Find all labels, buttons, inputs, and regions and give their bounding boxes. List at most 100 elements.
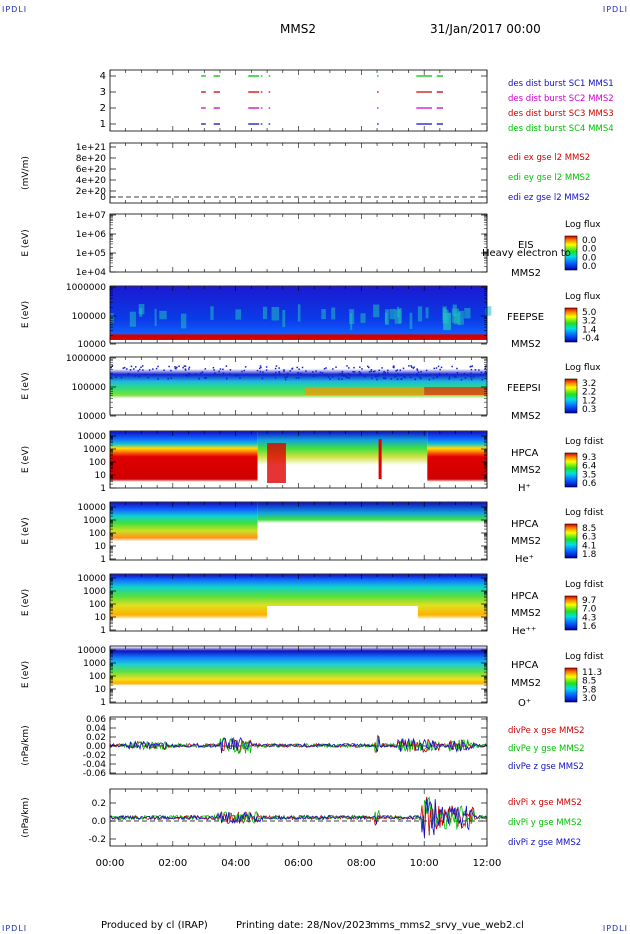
feepsi-speckle <box>341 374 344 377</box>
feepsi-speckle <box>222 372 225 375</box>
spectrogram-label: HPCA <box>511 591 539 602</box>
y-axis-title: E (eV) <box>21 446 31 473</box>
y-tick-label: 1000 <box>83 445 106 455</box>
hpca-h-spectrogram <box>110 431 258 488</box>
feepsi-speckle <box>372 370 375 373</box>
feepsi-speckle <box>346 376 348 379</box>
feepsi-speckle <box>140 366 142 369</box>
y-tick-label: 4e+20 <box>76 176 107 186</box>
feepsi-speckle <box>384 377 386 380</box>
colorbar-tick-label: 0.3 <box>582 405 596 415</box>
feepsi-speckle <box>291 368 293 370</box>
feepsi-speckle <box>278 372 281 375</box>
feepsi-speckle <box>256 369 259 372</box>
footer-file-name: mms_mms2_srvy_vue_web2.cl <box>370 920 524 931</box>
hpca-h-patch <box>378 439 382 479</box>
feepsi-speckle <box>438 372 441 375</box>
feepse-patch <box>417 306 423 322</box>
feepsi-speckle <box>142 369 144 371</box>
feepsi-speckle <box>297 371 299 374</box>
feepsi-speckle <box>432 377 435 380</box>
spectrogram-label: He⁺ <box>515 554 534 565</box>
colorbar-tick-label: 1.2 <box>582 396 596 406</box>
feepsi-speckle <box>234 375 237 377</box>
feepsi-speckle <box>203 377 206 379</box>
colorbar-tick-label: 1.6 <box>582 622 597 632</box>
colorbar <box>564 667 578 703</box>
feepsi-speckle <box>387 369 389 372</box>
spectrogram-label: MMS2 <box>511 411 541 422</box>
y-tick-label: 1000000 <box>66 283 106 293</box>
colorbar-tick-label: 3.2 <box>582 317 596 327</box>
colorbar-tick-label: 1.4 <box>582 325 597 335</box>
feepsi-speckle <box>262 373 265 376</box>
feepsi-speckle <box>448 376 451 379</box>
feepsi-speckle <box>374 370 376 372</box>
feepsi-speckle <box>300 372 302 375</box>
feepsi-speckle <box>174 366 176 368</box>
feepsi-speckle <box>478 369 480 371</box>
y-tick-label: 1e+05 <box>76 249 106 259</box>
feepsi-speckle <box>484 367 486 370</box>
feepsi-speckle <box>170 369 172 372</box>
spectrogram-label: MMS2 <box>511 268 541 279</box>
feepsi-speckle <box>420 370 422 373</box>
feepsi-speckle <box>174 367 177 370</box>
feepsi-speckle <box>287 372 289 375</box>
feepse-patch <box>282 309 286 328</box>
y-tick-label: 100 <box>89 600 106 610</box>
hpca-h-patch <box>267 443 286 483</box>
burst-panel-frame <box>109 69 488 132</box>
colorbar-tick-label: 7.0 <box>582 605 597 615</box>
feepse-patch <box>235 309 242 320</box>
y-tick-label: 10 <box>95 685 107 695</box>
y-tick-label: 10000 <box>77 503 106 513</box>
feepsi-speckle <box>341 378 343 381</box>
y-tick-label: -0.04 <box>83 760 107 770</box>
y-tick-label: 0.06 <box>86 715 106 725</box>
feepsi-speckle <box>400 378 403 380</box>
feepsi-speckle <box>327 376 330 378</box>
feepsi-speckle <box>481 378 484 381</box>
feepsi-speckle <box>349 374 351 377</box>
feepsi-speckle <box>377 375 379 377</box>
feepsi-speckle <box>343 375 345 377</box>
y-tick-label: 1 <box>100 484 106 494</box>
colorbar-title: Log flux <box>565 220 601 230</box>
feepsi-speckle <box>417 371 420 374</box>
feepsi-speckle <box>346 365 348 367</box>
spectrogram-label: HPCA <box>511 519 539 530</box>
feepsi-speckle <box>451 365 453 368</box>
feepsi-speckle <box>237 374 239 377</box>
feepsi-speckle <box>272 373 275 376</box>
y-tick-label: 1e+06 <box>76 230 107 240</box>
spectrogram-label: HPCA <box>511 660 539 671</box>
feepsi-speckle <box>241 370 243 373</box>
colorbar-tick-label: 9.3 <box>582 453 596 463</box>
feepsi-speckle <box>335 366 337 368</box>
colorbar-title: Log flux <box>565 292 601 302</box>
feepsi-speckle <box>225 365 228 367</box>
legend-entry: divPe z gse MMS2 <box>508 762 584 772</box>
feepsi-speckle <box>329 378 331 380</box>
feepsi-speckle <box>135 366 137 368</box>
feepsi-speckle <box>395 370 397 372</box>
colorbar-tick-label: 6.3 <box>582 533 596 543</box>
feepsi-speckle <box>470 378 473 381</box>
spectrogram-label: O⁺ <box>518 698 531 709</box>
feepsi-speckle <box>382 377 385 380</box>
feepsi-speckle <box>338 378 340 380</box>
feepsi-speckle <box>364 375 366 378</box>
feepsi-speckle <box>157 378 159 380</box>
feepsi-speckle <box>278 367 280 369</box>
spectrogram-label: MMS2 <box>511 465 541 476</box>
feepsi-speckle <box>453 374 455 377</box>
feepsi-speckle <box>439 374 442 376</box>
feepsi-speckle <box>435 367 438 369</box>
feepsi-speckle <box>133 368 135 370</box>
y-axis-title: E (eV) <box>21 589 31 616</box>
feepsi-speckle <box>243 369 246 372</box>
feepsi-speckle <box>383 370 385 373</box>
feepsi-speckle <box>222 368 224 371</box>
x-tick-label: 02:00 <box>158 858 187 869</box>
